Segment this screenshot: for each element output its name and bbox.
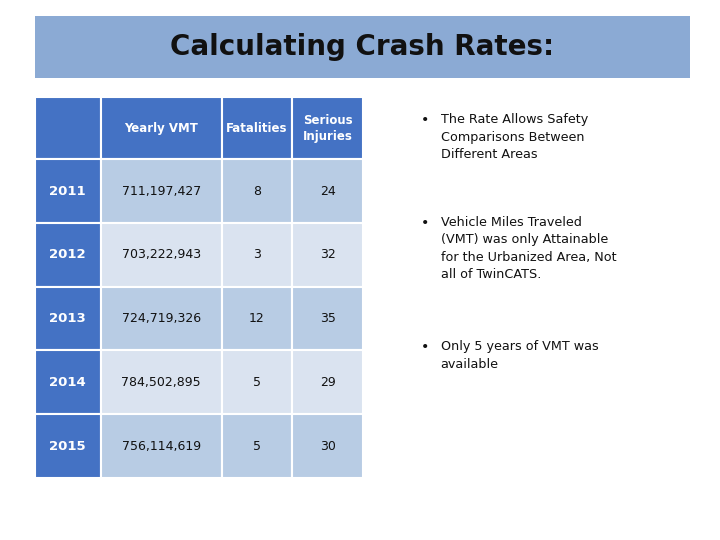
Text: 784,502,895: 784,502,895 [122,376,201,389]
FancyBboxPatch shape [35,159,101,223]
FancyBboxPatch shape [292,414,363,478]
Text: Fatalities: Fatalities [226,122,288,135]
Text: 724,719,326: 724,719,326 [122,312,201,325]
Text: •: • [420,216,429,230]
Text: 711,197,427: 711,197,427 [122,185,201,198]
Text: 2011: 2011 [50,185,86,198]
FancyBboxPatch shape [292,350,363,414]
Text: Vehicle Miles Traveled
(VMT) was only Attainable
for the Urbanized Area, Not
all: Vehicle Miles Traveled (VMT) was only At… [441,216,616,281]
FancyBboxPatch shape [35,16,690,78]
Text: 30: 30 [320,440,336,453]
FancyBboxPatch shape [101,159,222,223]
FancyBboxPatch shape [222,287,292,350]
FancyBboxPatch shape [222,97,292,159]
Text: 703,222,943: 703,222,943 [122,248,201,261]
FancyBboxPatch shape [222,223,292,287]
Text: 2015: 2015 [50,440,86,453]
Text: 2013: 2013 [49,312,86,325]
FancyBboxPatch shape [292,97,363,159]
FancyBboxPatch shape [35,97,101,159]
Text: Only 5 years of VMT was
available: Only 5 years of VMT was available [441,340,598,370]
Text: 3: 3 [253,248,261,261]
FancyBboxPatch shape [101,414,222,478]
FancyBboxPatch shape [101,97,222,159]
FancyBboxPatch shape [292,223,363,287]
FancyBboxPatch shape [35,223,101,287]
Text: 2014: 2014 [49,376,86,389]
Text: 5: 5 [253,376,261,389]
FancyBboxPatch shape [292,159,363,223]
FancyBboxPatch shape [101,223,222,287]
Text: 12: 12 [249,312,265,325]
FancyBboxPatch shape [222,159,292,223]
FancyBboxPatch shape [101,287,222,350]
FancyBboxPatch shape [222,350,292,414]
Text: Yearly VMT: Yearly VMT [125,122,198,135]
Text: Serious
Injuries: Serious Injuries [302,114,353,143]
Text: 2012: 2012 [50,248,86,261]
Text: 24: 24 [320,185,336,198]
Text: 756,114,619: 756,114,619 [122,440,201,453]
Text: 35: 35 [320,312,336,325]
Text: 32: 32 [320,248,336,261]
Text: 5: 5 [253,440,261,453]
FancyBboxPatch shape [35,350,101,414]
Text: •: • [420,340,429,354]
FancyBboxPatch shape [35,287,101,350]
FancyBboxPatch shape [35,414,101,478]
Text: Calculating Crash Rates:: Calculating Crash Rates: [170,33,554,61]
Text: •: • [420,113,429,127]
FancyBboxPatch shape [292,287,363,350]
Text: The Rate Allows Safety
Comparisons Between
Different Areas: The Rate Allows Safety Comparisons Betwe… [441,113,588,161]
Text: 29: 29 [320,376,336,389]
Text: 8: 8 [253,185,261,198]
FancyBboxPatch shape [222,414,292,478]
FancyBboxPatch shape [101,350,222,414]
